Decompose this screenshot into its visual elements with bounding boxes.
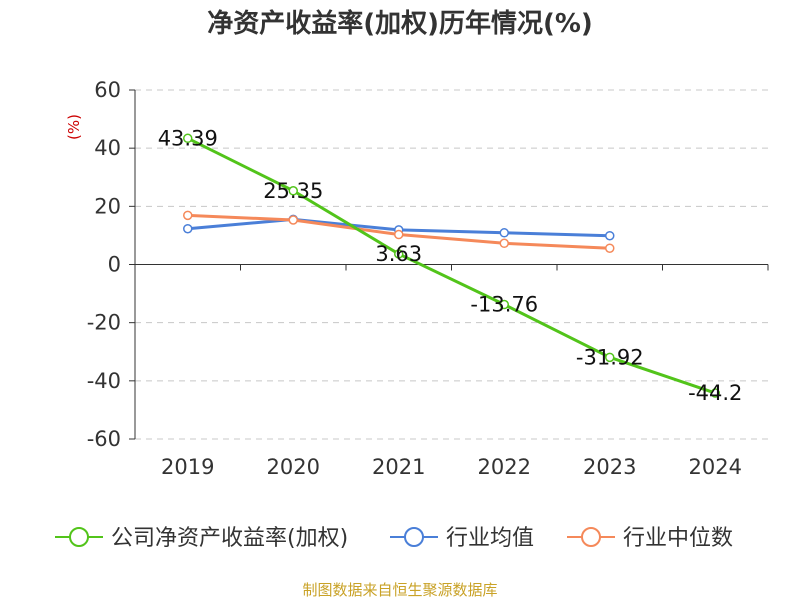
legend-marker-0 (69, 527, 89, 547)
legend-marker-2 (581, 527, 601, 547)
x-tick-label: 2023 (583, 455, 636, 479)
series-2-point-4 (605, 243, 615, 253)
series-1-point-0 (183, 223, 193, 234)
legend-label-0: 公司净资产收益率(加权) (111, 526, 348, 551)
series-2-point-2 (394, 229, 404, 240)
series-0-point-3 (499, 299, 509, 310)
y-tick-label: 60 (94, 78, 121, 102)
y-tick-label: 0 (108, 253, 121, 277)
series-0-point-5 (710, 388, 720, 398)
series-0-point-0 (183, 133, 193, 144)
legend-label-2: 行业中位数 (623, 526, 733, 551)
data-label: 43.39 (158, 126, 218, 150)
x-tick-label: 2022 (478, 455, 531, 479)
x-tick-label: 2024 (689, 455, 742, 479)
legend-marker-1 (404, 527, 424, 547)
series-0-point-1 (288, 186, 298, 196)
x-tick-label: 2020 (267, 455, 320, 479)
series-line-0 (187, 136, 716, 395)
series-0-point-4 (605, 352, 615, 363)
x-tick-label: 2021 (372, 455, 425, 479)
y-axis-label: (%) (65, 114, 83, 140)
data-label: -31.92 (576, 345, 644, 369)
legend: 公司净资产收益率(加权) 行业均值 行业中位数 (55, 526, 733, 551)
series-2-point-3 (499, 238, 509, 249)
series-0-point-2 (394, 249, 404, 259)
source-note: 制图数据来自恒生聚源数据库 (302, 581, 497, 599)
chart-title: 净资产收益率(加权)历年情况(%) (207, 8, 593, 39)
series-layer: 43.39 25.35 3.63 -13.76 -31.92 -44.2 (158, 126, 743, 405)
y-tick-label: -40 (87, 369, 121, 393)
legend-label-1: 行业均值 (446, 526, 534, 551)
data-label: 25.35 (263, 179, 323, 203)
x-tick-label: 2019 (161, 455, 214, 479)
y-tick-label: 20 (94, 194, 121, 218)
data-label: -44.2 (688, 381, 742, 405)
data-label: -13.76 (470, 293, 538, 317)
y-tick-label: 40 (94, 136, 121, 160)
series-1-point-3 (499, 228, 509, 238)
series-1-point-4 (605, 230, 615, 241)
series-2-point-0 (183, 210, 193, 221)
y-tick-label: -60 (87, 427, 121, 451)
y-tick-label: -20 (87, 311, 121, 335)
data-label: 3.63 (375, 242, 422, 266)
axes: 60 40 20 0 -20 -40 -60 2019 2020 2021 2022 2023 2024 (87, 78, 769, 479)
series-2-point-1 (288, 215, 298, 225)
